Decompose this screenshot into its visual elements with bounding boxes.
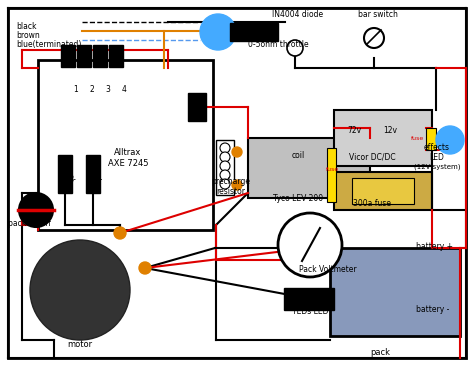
Text: battery +: battery +: [416, 242, 453, 251]
Text: B+: B+: [196, 106, 208, 115]
Text: 72v: 72v: [347, 126, 361, 135]
Bar: [334, 172, 432, 210]
Text: effects: effects: [424, 143, 450, 152]
Circle shape: [220, 179, 230, 189]
Circle shape: [278, 213, 342, 277]
Bar: [330, 248, 460, 336]
Text: 3: 3: [106, 85, 110, 94]
Text: B-: B-: [68, 175, 76, 184]
Circle shape: [220, 170, 230, 180]
Text: 0-5ohm throttle: 0-5ohm throttle: [248, 40, 309, 49]
Text: 1: 1: [73, 85, 78, 94]
Text: blue(terminated): blue(terminated): [16, 40, 82, 49]
Text: TEDs LED: TEDs LED: [292, 307, 328, 316]
Ellipse shape: [30, 240, 130, 340]
Text: Vicor DC/DC: Vicor DC/DC: [349, 152, 395, 161]
Text: motor: motor: [67, 340, 92, 349]
Circle shape: [220, 143, 230, 153]
Circle shape: [114, 227, 126, 239]
Text: LED: LED: [429, 153, 445, 162]
Circle shape: [232, 147, 242, 157]
Bar: [61, 45, 75, 67]
Bar: [77, 45, 91, 67]
Circle shape: [200, 14, 236, 50]
Bar: [216, 140, 234, 195]
Circle shape: [436, 126, 464, 154]
Bar: [38, 60, 213, 230]
Text: Alltrax: Alltrax: [114, 148, 142, 157]
Bar: [230, 23, 278, 41]
Text: Tyco LEV-200: Tyco LEV-200: [273, 194, 323, 203]
Text: AXE 7245: AXE 7245: [108, 159, 148, 168]
Circle shape: [232, 180, 242, 190]
Text: Pack Voltmeter: Pack Voltmeter: [299, 265, 357, 274]
Circle shape: [364, 28, 384, 48]
Text: 12v: 12v: [383, 126, 397, 135]
Text: fuse: fuse: [411, 136, 425, 141]
Text: IN4004 diode: IN4004 diode: [272, 10, 323, 19]
Text: precharge: precharge: [211, 177, 250, 186]
Text: magura: magura: [248, 30, 278, 39]
Bar: [86, 155, 100, 193]
Bar: [188, 93, 206, 121]
Text: fuse: fuse: [327, 167, 340, 172]
Circle shape: [139, 262, 151, 274]
Bar: [58, 155, 72, 193]
Bar: [327, 148, 336, 202]
Bar: [426, 128, 436, 150]
Text: M-: M-: [93, 175, 102, 184]
Bar: [334, 110, 432, 166]
Bar: [93, 45, 107, 67]
Text: 4: 4: [121, 85, 127, 94]
Bar: [248, 138, 370, 198]
Circle shape: [220, 152, 230, 162]
Text: 300a fuse: 300a fuse: [353, 199, 391, 208]
Circle shape: [19, 193, 53, 227]
Circle shape: [220, 161, 230, 171]
Text: battery -: battery -: [416, 305, 449, 314]
Text: (12V system): (12V system): [414, 163, 460, 169]
Bar: [284, 288, 334, 310]
Text: pack cutoff: pack cutoff: [8, 219, 51, 228]
Bar: [109, 45, 123, 67]
Text: bar switch: bar switch: [358, 10, 398, 19]
Text: black: black: [16, 22, 36, 31]
Bar: [352, 178, 414, 204]
Text: resistor: resistor: [217, 187, 246, 196]
Circle shape: [287, 40, 303, 56]
Text: brown: brown: [16, 31, 40, 40]
Text: coil: coil: [292, 151, 305, 160]
Text: 2: 2: [90, 85, 94, 94]
Text: pack: pack: [370, 348, 390, 357]
